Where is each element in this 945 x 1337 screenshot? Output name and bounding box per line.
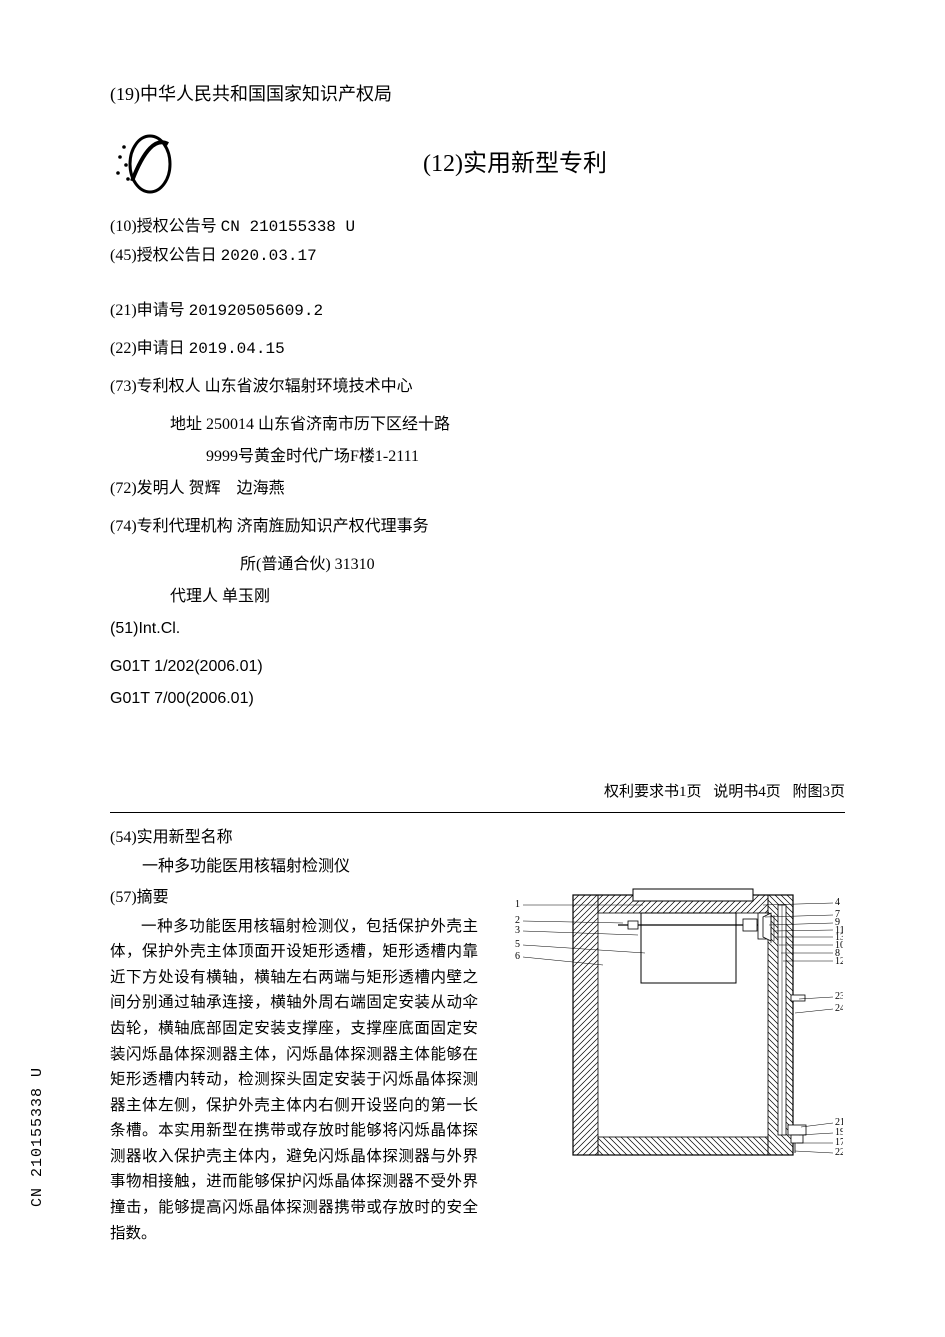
agency-label: (74)专利代理机构 xyxy=(110,518,233,535)
abstract-head: (57)摘要 xyxy=(110,885,478,911)
pub-date: 2020.03.17 xyxy=(221,247,317,265)
app-num-label: (21)申请号 xyxy=(110,302,185,319)
fig-label: 1 xyxy=(515,899,520,910)
app-num: 201920505609.2 xyxy=(189,302,323,320)
patentee-label: (73)专利权人 xyxy=(110,378,201,395)
fig-label: 23 xyxy=(835,991,843,1002)
logo-icon xyxy=(110,129,185,199)
agent-label: 代理人 xyxy=(170,588,218,605)
fig-label: 5 xyxy=(515,939,520,950)
fig-label: 6 xyxy=(515,951,520,962)
page-counts: 权利要求书1页 说明书4页 附图3页 xyxy=(110,780,845,804)
doc-type-code: (12) xyxy=(423,151,463,177)
address-line2: 9999号黄金时代广场F楼1-2111 xyxy=(206,448,419,465)
agent: 单玉刚 xyxy=(222,588,270,605)
authority-code: (19) xyxy=(110,84,140,104)
header-row: (12)实用新型专利 xyxy=(110,129,845,199)
intcl-label: (51)Int.Cl. xyxy=(110,620,180,637)
doc-type-text: 实用新型专利 xyxy=(463,151,607,177)
sipo-logo xyxy=(110,129,185,199)
abstract-body: 一种多功能医用核辐射检测仪，包括保护外壳主体，保护外壳主体顶面开设矩形透槽，矩形… xyxy=(110,914,478,1246)
drawings-pages: 附图3页 xyxy=(792,784,845,800)
pub-date-label: (45)授权公告日 xyxy=(110,247,217,264)
authority-line: (19)中华人民共和国国家知识产权局 xyxy=(110,80,845,109)
intcl-code-1: G01T 1/202(2006.01) xyxy=(110,651,845,683)
right-column: 1 2 3 5 6 4 7 9 11 13 10 8 12 23 24 21 1… xyxy=(503,825,845,1246)
pub-num-label: (10)授权公告号 xyxy=(110,218,217,235)
fig-label: 3 xyxy=(515,925,520,936)
agency-line2: 所(普通合伙) 31310 xyxy=(240,556,375,573)
patentee: 山东省波尔辐射环境技术中心 xyxy=(205,378,413,395)
divider xyxy=(110,812,845,813)
authority-name: 中华人民共和国国家知识产权局 xyxy=(140,84,392,104)
claims-pages: 权利要求书1页 xyxy=(604,784,702,800)
vertical-patent-id: CN 210155338 U xyxy=(26,1067,50,1207)
address-label: 地址 xyxy=(170,416,202,433)
publication-info: (10)授权公告号 CN 210155338 U (45)授权公告日 2020.… xyxy=(110,214,835,270)
fig-label: 12 xyxy=(835,956,843,967)
app-date-label: (22)申请日 xyxy=(110,340,185,357)
inventor-label: (72)发明人 xyxy=(110,480,185,497)
spec-pages: 说明书4页 xyxy=(713,784,781,800)
fig-label: 22 xyxy=(835,1147,843,1158)
invention-title: 一种多功能医用核辐射检测仪 xyxy=(142,854,478,880)
app-date: 2019.04.15 xyxy=(189,340,285,358)
lower-section: (54)实用新型名称 一种多功能医用核辐射检测仪 (57)摘要 一种多功能医用核… xyxy=(110,825,845,1246)
patent-figure: 1 2 3 5 6 4 7 9 11 13 10 8 12 23 24 21 1… xyxy=(503,875,843,1185)
bibliographic-data: (21)申请号 201920505609.2 (22)申请日 2019.04.1… xyxy=(110,295,845,715)
inventor: 贺辉 边海燕 xyxy=(189,480,285,497)
fig-label: 4 xyxy=(835,897,840,908)
left-column: (54)实用新型名称 一种多功能医用核辐射检测仪 (57)摘要 一种多功能医用核… xyxy=(110,825,478,1246)
title-head: (54)实用新型名称 xyxy=(110,825,478,851)
address-line1: 250014 山东省济南市历下区经十路 xyxy=(206,416,450,433)
doc-type: (12)实用新型专利 xyxy=(185,145,845,183)
pub-num: CN 210155338 U xyxy=(221,218,355,236)
fig-label: 24 xyxy=(835,1003,843,1014)
agency-line1: 济南旌励知识产权代理事务 xyxy=(237,518,429,535)
intcl-code-2: G01T 7/00(2006.01) xyxy=(110,683,845,715)
